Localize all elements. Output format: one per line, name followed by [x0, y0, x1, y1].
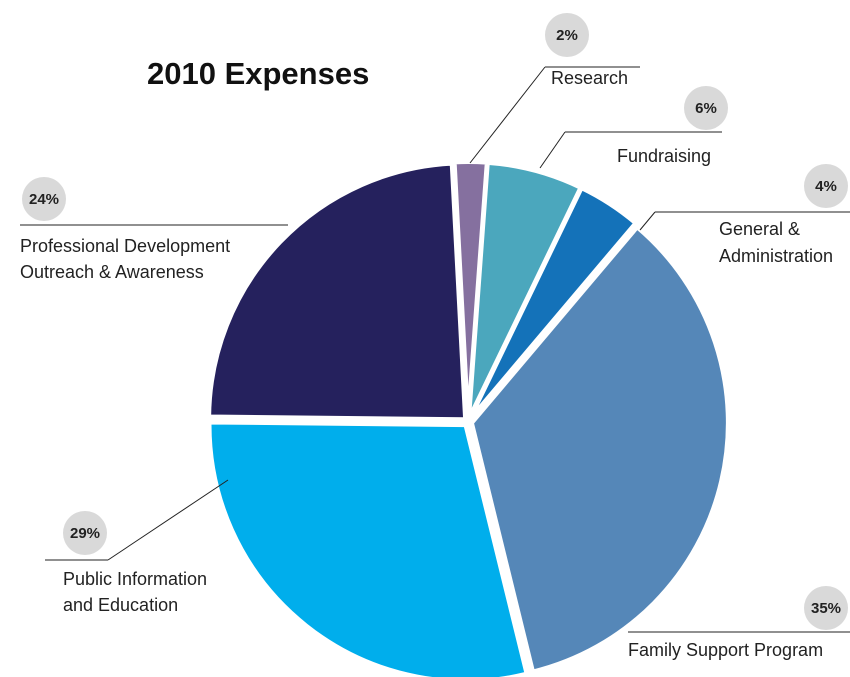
slice-label: Family Support Program [628, 640, 823, 660]
percent-badge [63, 511, 107, 555]
slice-label: Outreach & Awareness [20, 262, 204, 282]
pie-slices [207, 160, 730, 677]
slice-label: Administration [719, 246, 833, 266]
percent-label: 2% [556, 27, 578, 44]
percent-badge [545, 13, 589, 57]
percent-label: 29% [70, 525, 100, 542]
slice-label: Professional Development [20, 236, 230, 256]
pie-annotations: 2% Research 6% Fundraising 4% General & Admini… [20, 13, 850, 660]
percent-label: 4% [815, 178, 837, 195]
slice-label: Research [551, 68, 628, 88]
slice-label: and Education [63, 595, 178, 615]
percent-badge [804, 164, 848, 208]
pie-slice-4 [469, 224, 730, 674]
leader-line [107, 479, 229, 561]
percent-badge [684, 86, 728, 130]
percent-label: 24% [29, 191, 59, 208]
leader-line [639, 211, 656, 231]
pie-slice-3 [468, 185, 639, 420]
pie-slice-5 [207, 420, 529, 677]
slice-label: General & [719, 219, 800, 239]
leader-line [539, 131, 566, 169]
pie-slice-6 [207, 161, 468, 422]
percent-label: 35% [811, 600, 841, 617]
percent-badge [804, 586, 848, 630]
percent-label: 6% [695, 100, 717, 117]
chart-title: 2010 Expenses [147, 56, 369, 91]
percent-badge [22, 177, 66, 221]
leader-line [469, 66, 546, 164]
slice-label: Fundraising [617, 146, 711, 166]
slice-label: Public Information [63, 569, 207, 589]
